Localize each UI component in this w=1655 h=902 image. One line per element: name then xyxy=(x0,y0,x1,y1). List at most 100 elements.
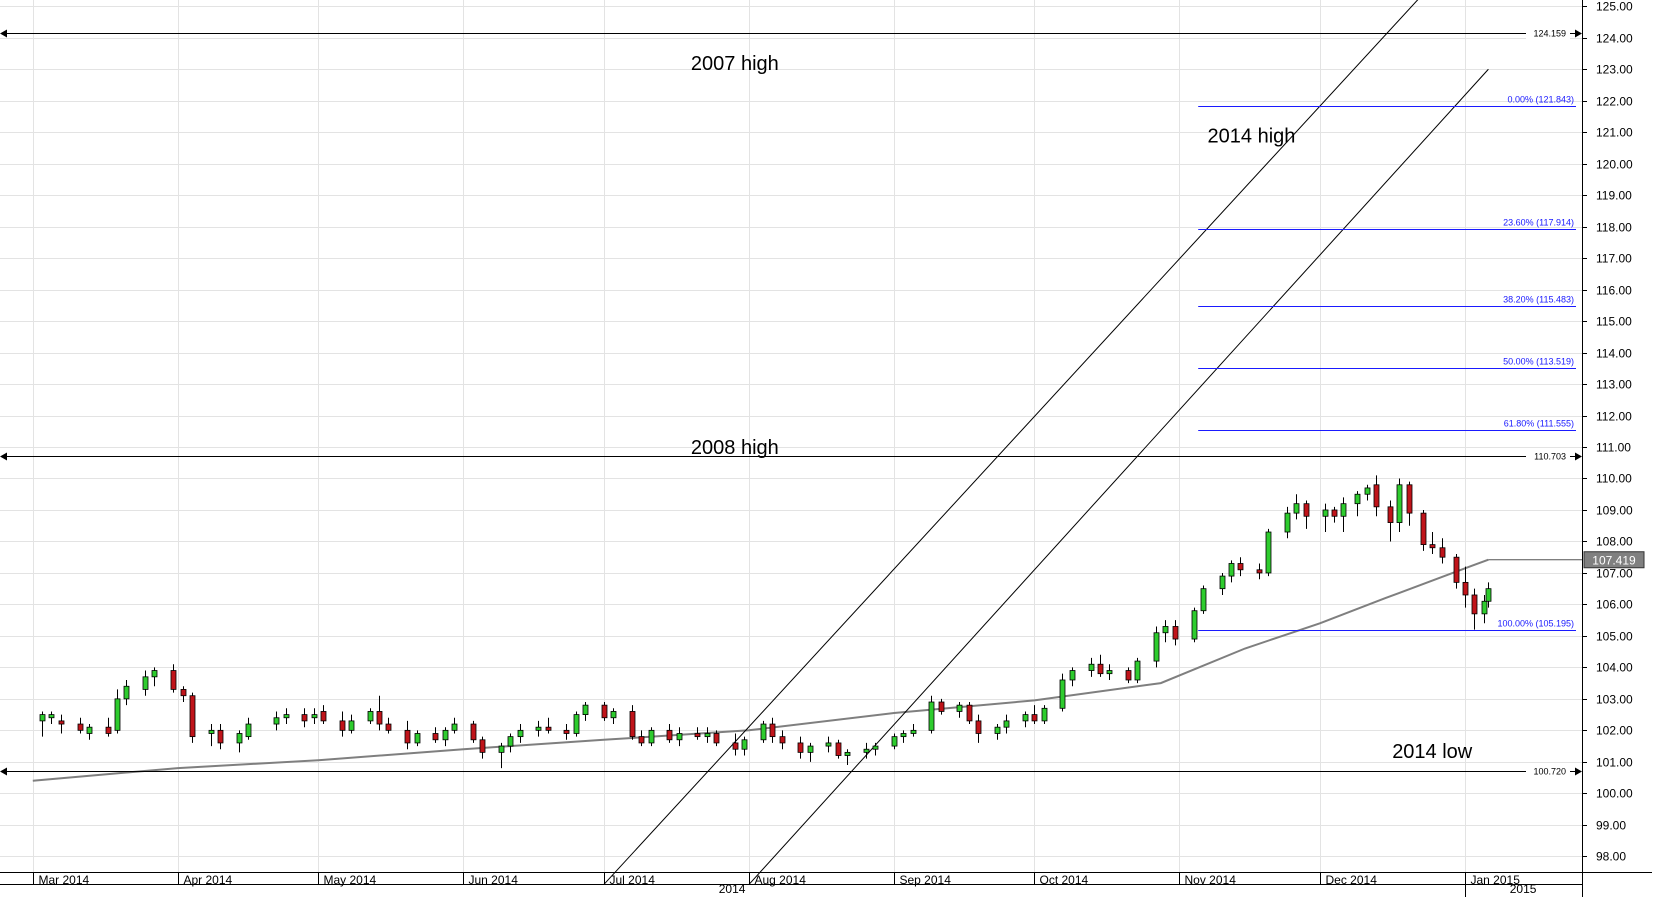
x-tick-label: Mar 2014 xyxy=(39,873,90,887)
candle-down xyxy=(1471,588,1478,630)
candle-body xyxy=(348,720,355,731)
candle-down xyxy=(938,698,945,715)
fib-level-label: 38.20% (115.483) xyxy=(1503,295,1574,305)
candle-down xyxy=(470,720,477,743)
annotation-2014-low: 2014 low xyxy=(1392,741,1473,763)
candle-body xyxy=(563,729,570,734)
candle-up xyxy=(311,708,318,725)
candle-up xyxy=(1041,705,1048,725)
candle-body xyxy=(648,729,655,744)
candle-up xyxy=(1022,711,1029,728)
candle-body xyxy=(1059,679,1066,709)
y-tick-label: 103.00 xyxy=(1596,693,1633,707)
candle-body xyxy=(517,729,524,738)
2014-low-value-label: 100.720 xyxy=(1533,767,1566,777)
year-label-2015: 2015 xyxy=(1510,882,1537,896)
2007-high-value-label: 124.159 xyxy=(1533,29,1566,39)
candle-up xyxy=(1200,585,1207,614)
candle-body xyxy=(704,733,711,738)
fib-level-label: 0.00% (121.843) xyxy=(1507,95,1574,105)
candle-down xyxy=(835,739,842,759)
candle-down xyxy=(545,717,552,734)
candle-up xyxy=(451,717,458,734)
x-tick-label: Aug 2014 xyxy=(755,873,807,887)
candle-body xyxy=(479,739,486,753)
y-tick-label: 111.00 xyxy=(1596,441,1631,455)
candle-body xyxy=(507,736,514,747)
candle-body xyxy=(601,704,608,719)
candle-body xyxy=(1265,531,1272,574)
y-tick-label: 106.00 xyxy=(1596,598,1633,612)
candle-up xyxy=(825,736,832,753)
candle-down xyxy=(1031,705,1038,725)
candle-body xyxy=(1396,484,1403,523)
candle-down xyxy=(404,720,411,750)
candle-down xyxy=(629,705,636,740)
candle-down xyxy=(713,730,720,747)
candle-body xyxy=(863,748,870,753)
candle-up xyxy=(844,749,851,765)
candle-down xyxy=(339,711,346,737)
candle-down xyxy=(1303,500,1310,529)
candle-body xyxy=(891,736,898,747)
fibonacci-retracement: 0.00% (121.843) 23.60% (117.914) 38.20% (1… xyxy=(1198,95,1576,631)
candle-up xyxy=(1219,572,1226,595)
candle-up xyxy=(517,724,524,743)
candle-down xyxy=(638,730,645,747)
candle-down xyxy=(1429,532,1436,555)
candle-up xyxy=(1396,478,1403,533)
candle-up xyxy=(283,708,290,725)
candle-up xyxy=(245,717,252,740)
candle-down xyxy=(301,708,308,728)
candle-body xyxy=(610,711,617,719)
candle-body xyxy=(835,742,842,756)
candle-body xyxy=(236,733,243,744)
candle-body xyxy=(39,714,46,722)
x-tick-label: Sep 2014 xyxy=(900,873,952,887)
grid xyxy=(0,0,1582,872)
candle-down xyxy=(1125,667,1132,684)
current-price-box xyxy=(1583,551,1645,569)
x-tick-label: Jun 2014 xyxy=(469,873,519,887)
candle-body xyxy=(273,717,280,725)
candle-down xyxy=(769,717,776,743)
candle-down xyxy=(479,736,486,759)
y-tick-label: 109.00 xyxy=(1596,504,1633,518)
candle-up xyxy=(498,742,505,769)
candle-up xyxy=(928,695,935,734)
y-tick-label: 110.00 xyxy=(1596,472,1632,486)
candle-up xyxy=(610,708,617,725)
candle-up xyxy=(741,736,748,756)
candle-body xyxy=(105,726,112,734)
fib-level-label: 100.00% (105.195) xyxy=(1497,619,1574,629)
fib-level-label: 61.80% (111.555) xyxy=(1504,419,1574,429)
candle-body xyxy=(1041,707,1048,722)
candle-body xyxy=(320,711,327,722)
candle-up xyxy=(507,733,514,753)
candle-body xyxy=(470,723,477,741)
y-tick-label: 99.00 xyxy=(1596,819,1626,833)
candle-down xyxy=(320,705,327,725)
candle-up xyxy=(1364,484,1371,501)
x-tick-label: Dec 2014 xyxy=(1326,873,1378,887)
candle-up xyxy=(236,730,243,753)
candle-down xyxy=(1453,554,1460,589)
current-price-label: 107.419 xyxy=(1592,554,1636,568)
candle-down xyxy=(217,724,224,750)
y-tick-label: 119.00 xyxy=(1596,189,1632,203)
annotation-2014-high: 2014 high xyxy=(1208,125,1296,147)
candle-body xyxy=(58,720,65,725)
candle-body xyxy=(1003,720,1010,728)
candle-up xyxy=(535,720,542,737)
fib-level-label: 23.60% (117.914) xyxy=(1503,218,1574,228)
2007-high-arrow-left xyxy=(0,29,7,38)
candle-down xyxy=(432,727,439,743)
candle-up xyxy=(760,720,767,743)
candle-up xyxy=(1134,657,1141,684)
candle-down xyxy=(58,714,65,734)
candle-body xyxy=(713,733,720,744)
y-tick-label: 98.00 xyxy=(1596,850,1626,864)
x-tick-label: Jan 2015 xyxy=(1471,873,1521,887)
candle-up xyxy=(1106,664,1113,680)
